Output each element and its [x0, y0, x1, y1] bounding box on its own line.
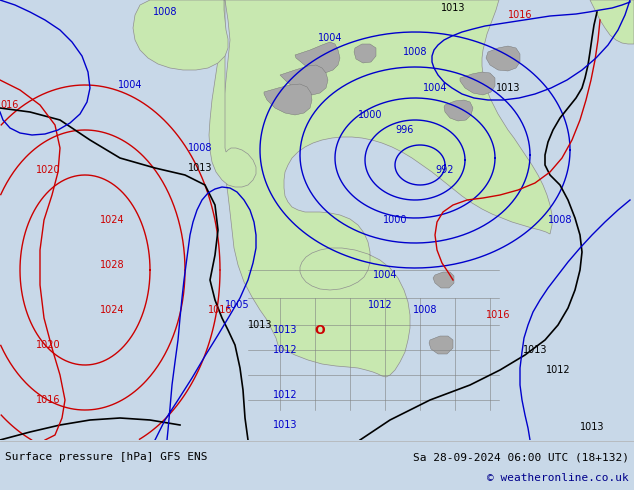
Text: 1004: 1004 [118, 80, 142, 90]
Polygon shape [209, 0, 256, 187]
Text: 1004: 1004 [373, 270, 398, 280]
Text: 1013: 1013 [188, 163, 212, 173]
Polygon shape [280, 65, 328, 95]
Text: 1008: 1008 [188, 143, 212, 153]
Text: 1016: 1016 [508, 10, 533, 20]
Text: 992: 992 [436, 165, 454, 175]
Text: 1000: 1000 [383, 215, 407, 225]
Text: 1012: 1012 [546, 365, 571, 375]
Polygon shape [222, 0, 552, 377]
Text: 1008: 1008 [403, 47, 427, 57]
Text: 016: 016 [1, 100, 19, 110]
Text: © weatheronline.co.uk: © weatheronline.co.uk [488, 473, 629, 483]
Text: 1005: 1005 [224, 300, 249, 310]
Text: 1012: 1012 [273, 345, 297, 355]
Text: 1013: 1013 [441, 3, 465, 13]
Text: 1024: 1024 [100, 215, 124, 225]
Polygon shape [460, 72, 495, 95]
Text: 1008: 1008 [413, 305, 437, 315]
Text: 1024: 1024 [100, 305, 124, 315]
Text: 1004: 1004 [318, 33, 342, 43]
Polygon shape [429, 336, 453, 354]
Text: 1013: 1013 [248, 320, 272, 330]
Text: 1013: 1013 [579, 422, 604, 432]
Text: 1020: 1020 [36, 165, 60, 175]
Polygon shape [264, 84, 312, 115]
Text: 1000: 1000 [358, 110, 382, 120]
Text: 996: 996 [396, 125, 414, 135]
Polygon shape [133, 0, 228, 70]
Text: O: O [314, 323, 325, 337]
Text: 1013: 1013 [496, 83, 521, 93]
Text: 1020: 1020 [36, 340, 60, 350]
Text: 1012: 1012 [273, 390, 297, 400]
Text: 1013: 1013 [273, 325, 297, 335]
Polygon shape [590, 0, 634, 44]
Polygon shape [433, 272, 454, 288]
Text: 1028: 1028 [100, 260, 124, 270]
Text: 1016: 1016 [486, 310, 510, 320]
Text: 1012: 1012 [368, 300, 392, 310]
Text: 1016: 1016 [208, 305, 232, 315]
Text: 1008: 1008 [153, 7, 178, 17]
Polygon shape [444, 100, 473, 121]
Text: 1008: 1008 [548, 215, 573, 225]
Text: 1004: 1004 [423, 83, 447, 93]
Polygon shape [295, 42, 340, 73]
Text: Surface pressure [hPa] GFS ENS: Surface pressure [hPa] GFS ENS [5, 452, 207, 462]
Text: 1013: 1013 [523, 345, 547, 355]
Text: Sa 28-09-2024 06:00 UTC (18+132): Sa 28-09-2024 06:00 UTC (18+132) [413, 452, 629, 462]
Text: 1013: 1013 [273, 420, 297, 430]
Text: 1016: 1016 [36, 395, 60, 405]
Polygon shape [486, 46, 520, 71]
Polygon shape [354, 44, 376, 63]
